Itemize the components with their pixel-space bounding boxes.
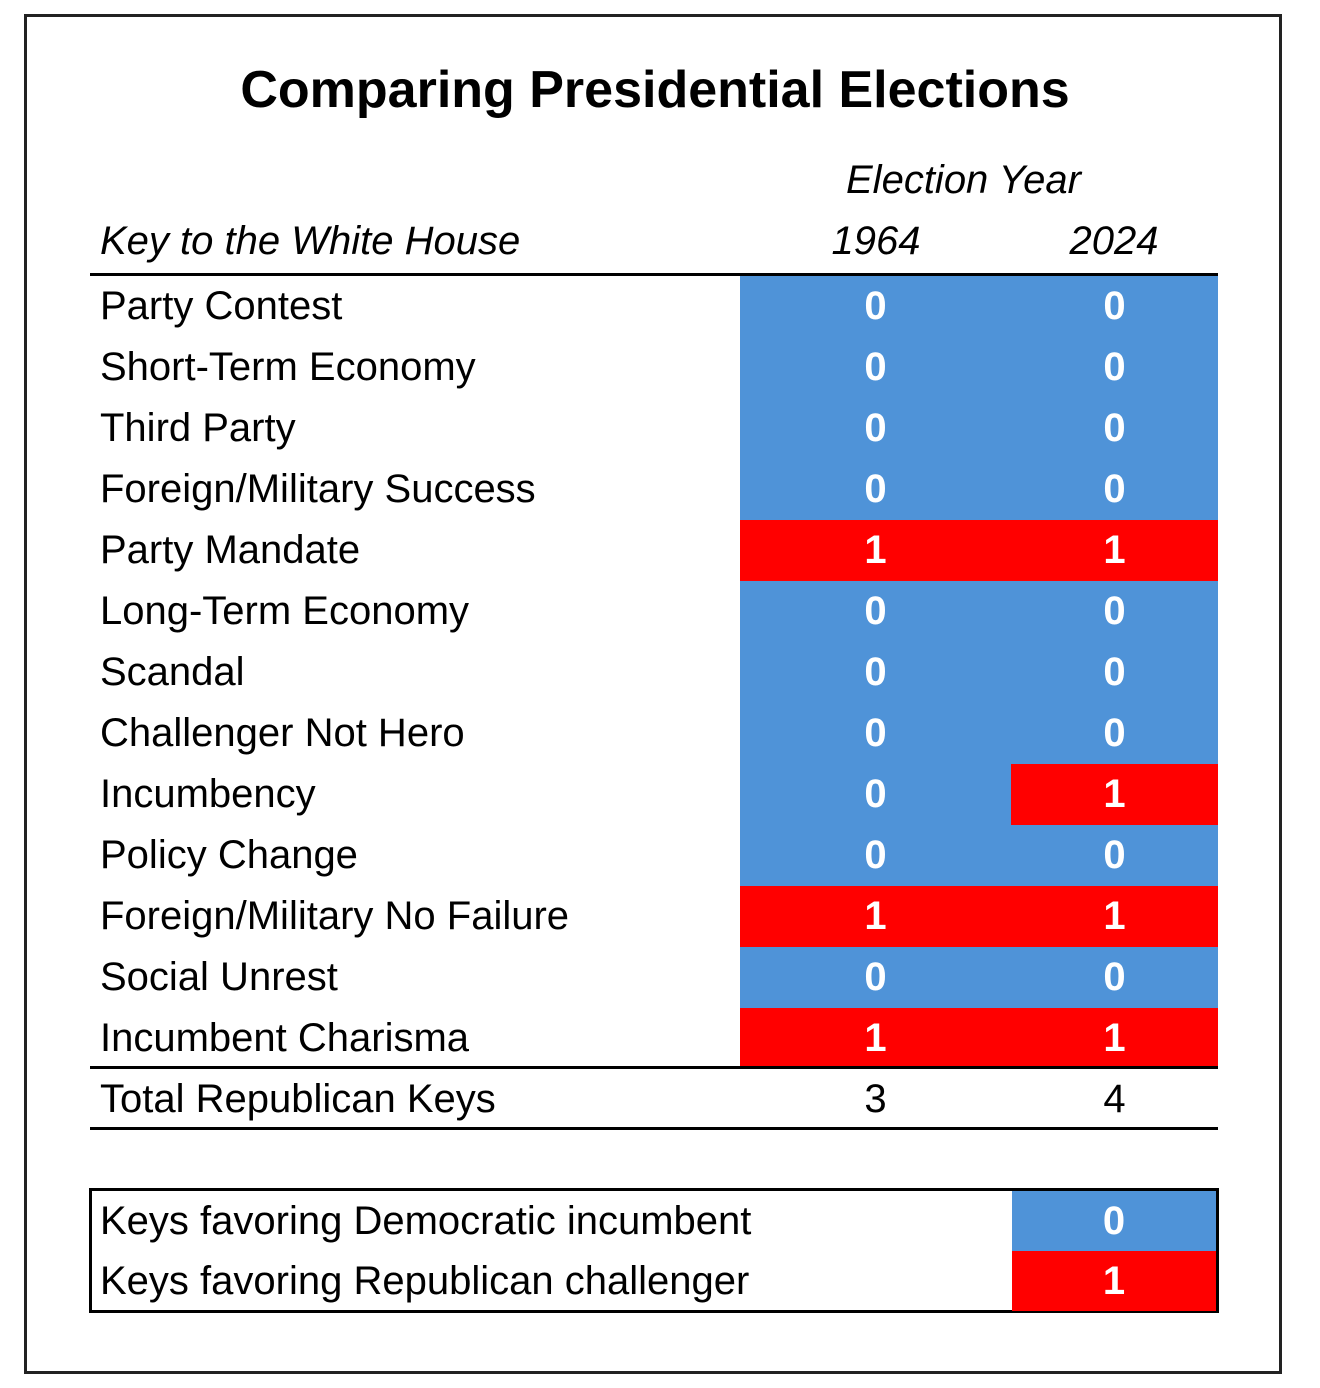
chart-frame <box>24 14 1282 1374</box>
key-cell-2024: 1 <box>1011 1008 1218 1069</box>
table-row: Party Contest 0 0 <box>90 276 1218 337</box>
key-cell-2024: 0 <box>1011 459 1218 520</box>
key-cell-1964: 0 <box>740 337 1011 398</box>
row-label: Social Unrest <box>100 955 338 999</box>
legend-swatch-democratic: 0 <box>1012 1191 1216 1251</box>
key-cell-1964: 0 <box>740 825 1011 886</box>
row-label: Foreign/Military No Failure <box>100 894 570 938</box>
table-row: Foreign/Military Success 0 0 <box>90 459 1218 520</box>
key-cell-2024: 0 <box>1011 276 1218 337</box>
row-header: Key to the White House <box>100 219 521 263</box>
key-cell-2024: 0 <box>1011 947 1218 1008</box>
table-row: Policy Change 0 0 <box>90 825 1218 886</box>
legend-label-democratic: Keys favoring Democratic incumbent <box>100 1199 752 1243</box>
key-cell-1964: 0 <box>740 459 1011 520</box>
legend-row-republican: Keys favoring Republican challenger 1 <box>92 1251 1216 1311</box>
key-cell-2024: 0 <box>1011 581 1218 642</box>
total-1964: 3 <box>864 1077 887 1121</box>
table-row: Challenger Not Hero 0 0 <box>90 703 1218 764</box>
table-row: Social Unrest 0 0 <box>90 947 1218 1008</box>
total-label: Total Republican Keys <box>100 1077 496 1121</box>
column-header-1964: 1964 <box>831 219 921 263</box>
header-rule <box>90 273 1218 276</box>
table-row: Scandal 0 0 <box>90 642 1218 703</box>
row-label: Long-Term Economy <box>100 589 470 633</box>
key-cell-2024: 0 <box>1011 398 1218 459</box>
total-row: Total Republican Keys 3 4 <box>90 1069 1218 1130</box>
legend-row-democratic: Keys favoring Democratic incumbent 0 <box>92 1191 1216 1251</box>
row-label: Party Contest <box>100 284 343 328</box>
column-header-2024: 2024 <box>1069 219 1159 263</box>
key-cell-2024: 0 <box>1011 337 1218 398</box>
row-label: Incumbent Charisma <box>100 1016 470 1060</box>
row-label: Challenger Not Hero <box>100 711 465 755</box>
key-cell-2024: 1 <box>1011 520 1218 581</box>
table-row: Foreign/Military No Failure 1 1 <box>90 886 1218 947</box>
key-cell-2024: 0 <box>1011 642 1218 703</box>
key-cell-1964: 1 <box>740 886 1011 947</box>
key-cell-1964: 0 <box>740 581 1011 642</box>
table-row: Short-Term Economy 0 0 <box>90 337 1218 398</box>
table-row: Incumbent Charisma 1 1 <box>90 1008 1218 1069</box>
row-label: Third Party <box>100 406 296 450</box>
table-row: Incumbency 0 1 <box>90 764 1218 825</box>
key-cell-2024: 1 <box>1011 886 1218 947</box>
key-cell-2024: 0 <box>1011 825 1218 886</box>
key-cell-1964: 0 <box>740 642 1011 703</box>
key-cell-1964: 0 <box>740 398 1011 459</box>
key-cell-1964: 0 <box>740 947 1011 1008</box>
row-label: Scandal <box>100 650 245 694</box>
table-row: Party Mandate 1 1 <box>90 520 1218 581</box>
row-label: Policy Change <box>100 833 358 877</box>
row-label: Short-Term Economy <box>100 345 476 389</box>
legend-box: Keys favoring Democratic incumbent 0 Key… <box>89 1188 1219 1313</box>
legend-swatch-republican: 1 <box>1012 1251 1216 1311</box>
key-cell-1964: 0 <box>740 764 1011 825</box>
legend-label-republican: Keys favoring Republican challenger <box>100 1259 750 1303</box>
key-cell-1964: 0 <box>740 703 1011 764</box>
table-row: Long-Term Economy 0 0 <box>90 581 1218 642</box>
table-row: Third Party 0 0 <box>90 398 1218 459</box>
key-cell-1964: 0 <box>740 276 1011 337</box>
key-cell-2024: 0 <box>1011 703 1218 764</box>
chart-title: Comparing Presidential Elections <box>240 61 1070 119</box>
key-cell-1964: 1 <box>740 1008 1011 1069</box>
total-top-rule <box>90 1066 1218 1069</box>
row-label: Incumbency <box>100 772 316 816</box>
total-bottom-rule <box>90 1127 1218 1130</box>
key-cell-1964: 1 <box>740 520 1011 581</box>
group-header: Election Year <box>846 158 1081 202</box>
key-cell-2024: 1 <box>1011 764 1218 825</box>
row-label: Foreign/Military Success <box>100 467 536 511</box>
total-2024: 4 <box>1103 1077 1126 1121</box>
row-label: Party Mandate <box>100 528 361 572</box>
